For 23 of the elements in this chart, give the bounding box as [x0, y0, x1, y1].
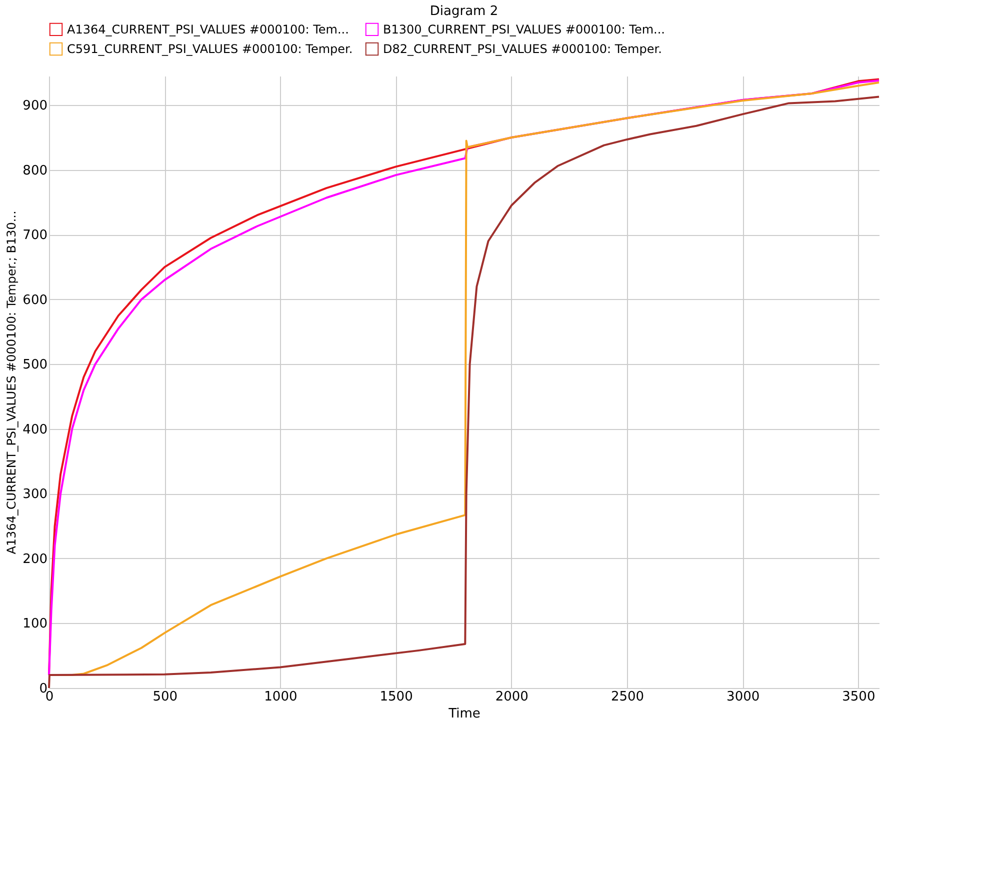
legend-label: A1364_CURRENT_PSI_VALUES #000100: Tem...	[67, 22, 349, 36]
y-tick-label: 800	[22, 163, 48, 178]
x-tick-label: 2500	[610, 690, 644, 704]
chart-title: Diagram 2	[430, 4, 498, 19]
x-tick-label: 1000	[264, 690, 298, 704]
y-tick-label: 500	[22, 358, 48, 373]
legend-label: B1300_CURRENT_PSI_VALUES #000100: Tem...	[383, 22, 665, 36]
x-axis-title: Time	[448, 706, 480, 722]
y-tick-label: 700	[22, 228, 48, 244]
x-tick-label: 3500	[842, 690, 876, 704]
y-tick-label: 100	[22, 616, 48, 632]
y-tick-label: 300	[22, 487, 48, 502]
y-tick-label: 400	[22, 422, 48, 438]
legend-label: D82_CURRENT_PSI_VALUES #000100: Temper.	[383, 42, 662, 56]
x-tick-label: 3000	[726, 690, 760, 704]
y-tick-label: 200	[22, 552, 48, 567]
x-tick-label: 500	[152, 690, 178, 704]
y-axis-title: A1364_CURRENT_PSI_VALUES #000100: Temper.; B130...	[4, 210, 19, 554]
legend-label: C591_CURRENT_PSI_VALUES #000100: Temper.	[67, 42, 353, 56]
x-tick-label: 1500	[380, 690, 413, 704]
y-tick-label: 900	[22, 98, 48, 114]
x-tick-label: 2000	[495, 690, 528, 704]
y-tick-label: 600	[22, 292, 48, 308]
